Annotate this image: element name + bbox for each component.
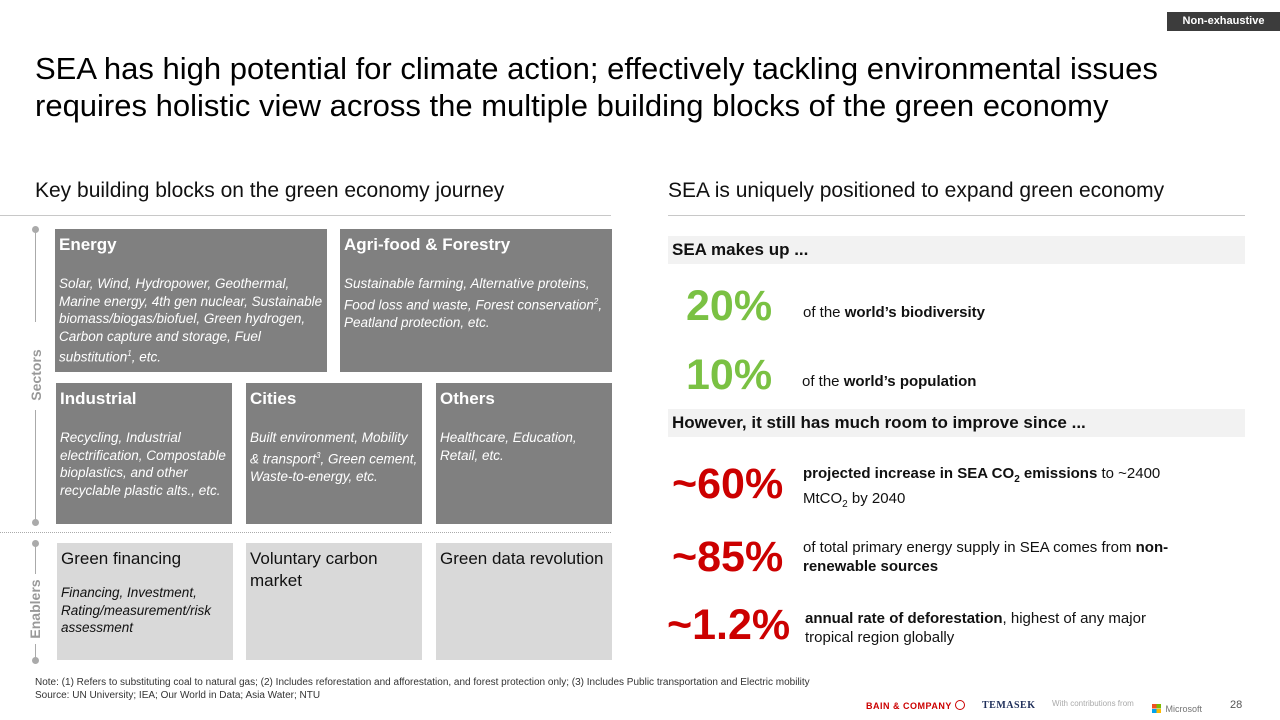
enabler-title: Voluntary carbon market [250,549,378,590]
microsoft-logo: Microsoft [1152,699,1202,717]
sector-industrial: Industrial Recycling, Industrial electri… [56,383,232,524]
enabler-green-data-revolution: Green data revolution [436,543,612,660]
stat-biodiversity-desc: of the world’s biodiversity [803,304,986,321]
enablers-line-top [35,546,36,574]
contributions-text: With contributions from [1052,699,1134,708]
sector-title: Industrial [60,389,137,408]
stat-energy-value: ~85% [672,533,784,581]
note-text: Note: (1) Refers to substituting coal to… [35,677,810,688]
sector-desc: Healthcare, Education, Retail, etc. [440,430,577,463]
sector-title: Energy [59,235,117,254]
page-number: 28 [1230,699,1243,711]
bain-circle-icon [954,700,965,710]
source-text: Source: UN University; IEA; Our World in… [35,690,321,701]
stat-co2-desc: projected increase in SEA CO2 emissions … [803,465,1161,510]
footnote: Note: (1) Refers to substituting coal to… [35,676,810,702]
sectors-line-bottom [35,410,36,520]
sectors-line-top [35,232,36,322]
enabler-desc: Financing, Investment, Rating/measuremen… [61,585,212,635]
sectors-bottom-dot [32,519,39,526]
stat-population-value: 10% [686,351,773,399]
room-to-improve-band: However, it still has much room to impro… [668,409,1245,437]
sector-desc: Solar, Wind, Hydropower, Geothermal, Mar… [59,276,323,365]
stat-energy-desc: of total primary energy supply in SEA co… [803,539,1169,575]
enablers-bottom-dot [32,657,39,664]
sector-title: Cities [250,389,297,408]
enabler-green-financing: Green financing Financing, Investment, R… [57,543,233,660]
sector-desc: Sustainable farming, Alternative protein… [344,276,603,330]
stat-biodiversity-value: 20% [686,282,773,330]
sea-makes-up-band: SEA makes up ... [668,236,1245,264]
sector-title: Others [440,389,495,408]
right-heading: SEA is uniquely positioned to expand gre… [668,179,1165,202]
stat-deforestation-desc: annual rate of deforestation, highest of… [805,610,1146,646]
enabler-title: Green financing [61,549,182,568]
microsoft-squares-icon [1152,704,1161,713]
enabler-voluntary-carbon-market: Voluntary carbon market [246,543,422,660]
sector-agri-food-forestry: Agri-food & Forestry Sustainable farming… [340,229,612,372]
stat-co2-value: ~60% [672,460,784,508]
sector-desc: Recycling, Industrial electrification, C… [60,430,226,498]
sector-energy: Energy Solar, Wind, Hydropower, Geotherm… [55,229,327,372]
stat-deforestation-value: ~1.2% [667,601,791,649]
sector-others: Others Healthcare, Education, Retail, et… [436,383,612,524]
sectors-top-dot [32,226,39,233]
temasek-logo: TEMASEK [982,700,1036,711]
enabler-title: Green data revolution [440,549,604,568]
right-heading-rule [668,215,1245,216]
enablers-line-bottom [35,644,36,658]
sector-title: Agri-food & Forestry [344,235,511,254]
page-title: SEA has high potential for climate actio… [35,51,1158,123]
sector-cities: Cities Built environment, Mobility & tra… [246,383,422,524]
left-heading-rule [0,215,611,216]
sectors-enablers-divider [0,532,611,533]
stat-population-desc: of the world’s population [802,373,977,390]
sector-desc: Built environment, Mobility & transport3… [250,430,418,484]
bain-logo: BAIN & COMPANY [866,700,965,711]
non-exhaustive-badge: Non-exhaustive [1167,12,1280,31]
enablers-top-dot [32,540,39,547]
enablers-label: Enablers [27,579,43,639]
sectors-label: Sectors [28,349,44,401]
left-heading: Key building blocks on the green economy… [35,179,505,202]
